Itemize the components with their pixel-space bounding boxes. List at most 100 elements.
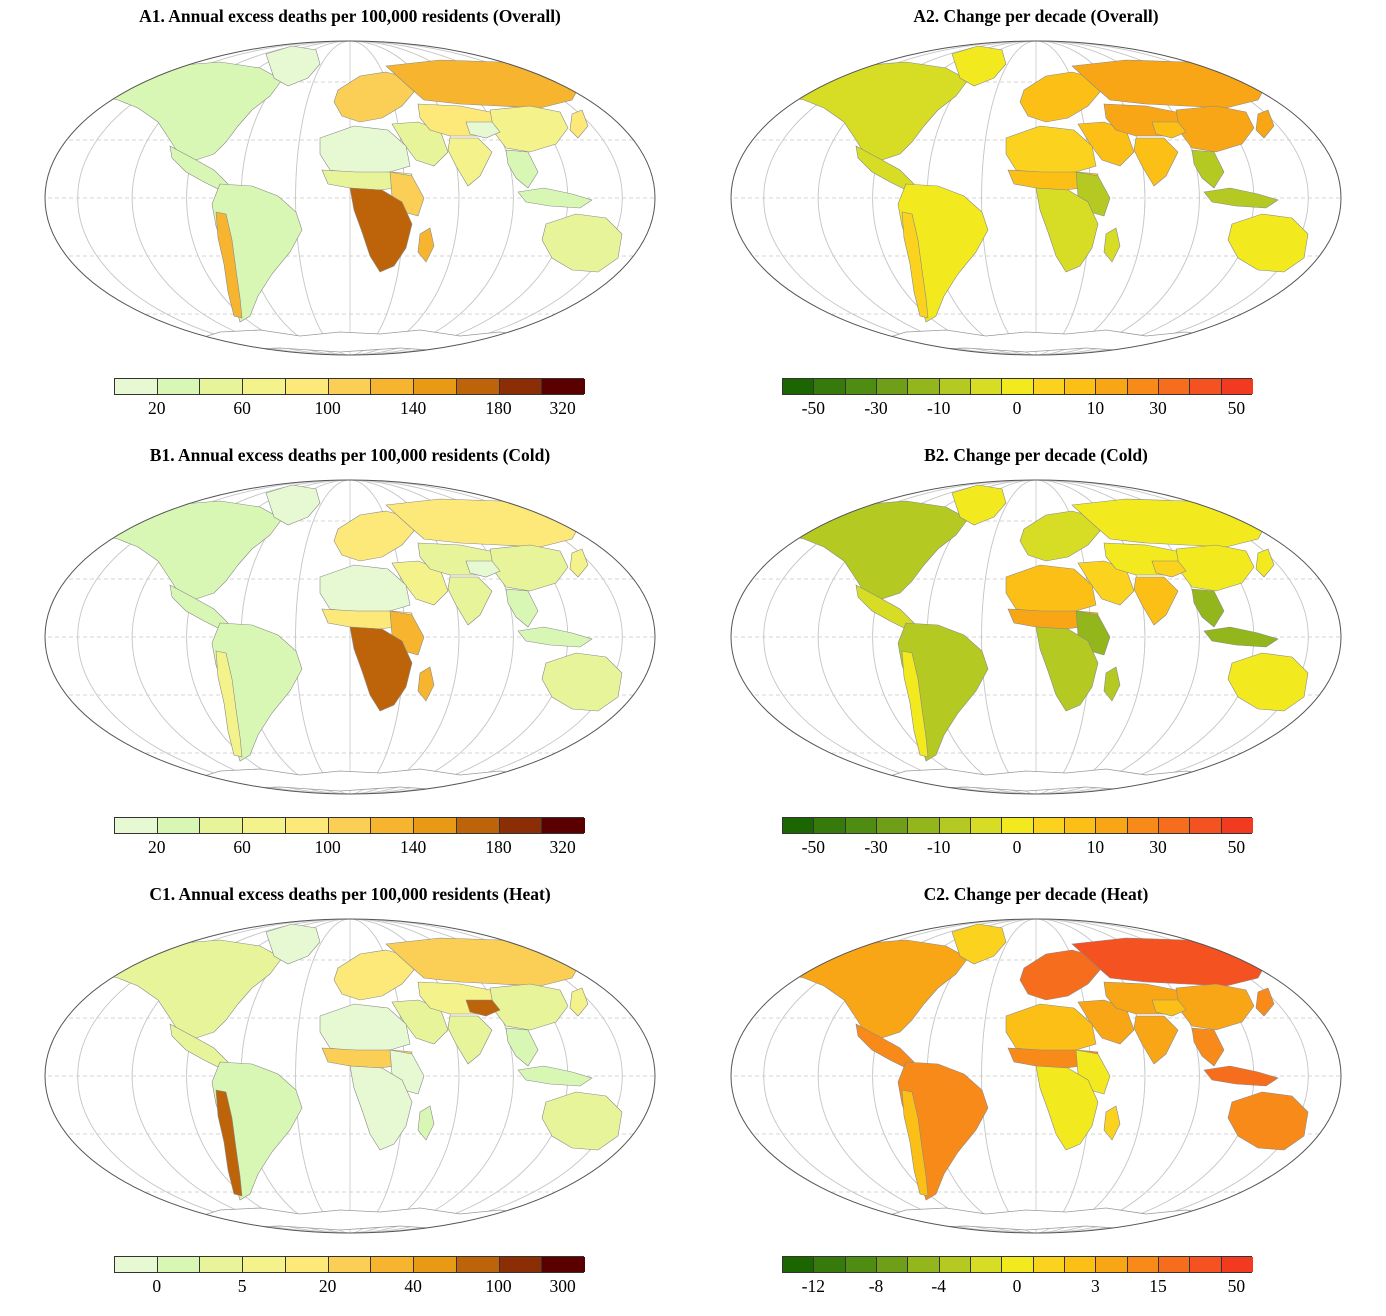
legend-colorbar xyxy=(114,1256,585,1273)
legend-swatch xyxy=(456,818,500,833)
legend-swatch xyxy=(1159,818,1191,833)
legend-swatch xyxy=(1065,379,1097,394)
panel-c1: C1. Annual excess deaths per 100,000 res… xyxy=(20,878,680,1316)
land-layer xyxy=(85,923,645,1231)
legend-tick-label: 140 xyxy=(399,398,427,418)
legend-swatch xyxy=(285,1257,329,1272)
region-andes xyxy=(901,1089,929,1197)
region-andes xyxy=(215,1089,243,1197)
legend-tick-label: 180 xyxy=(485,837,512,857)
region-tibet xyxy=(465,121,501,139)
legend-swatch xyxy=(1096,379,1128,394)
region-madagascar xyxy=(417,227,435,263)
graticule-meridian xyxy=(77,480,623,794)
legend-colorbar xyxy=(782,817,1253,834)
legend-swatch xyxy=(414,379,457,394)
legend-swatch xyxy=(908,379,940,394)
region-japan xyxy=(1255,109,1275,139)
region-europe xyxy=(333,510,415,562)
region-madagascar xyxy=(1103,666,1121,702)
legend-swatch xyxy=(1096,818,1128,833)
region-australia xyxy=(1227,213,1309,273)
legend-swatch xyxy=(1159,379,1191,394)
legend-tick-label: 100 xyxy=(485,1276,512,1296)
region-andes xyxy=(215,211,243,319)
region-china xyxy=(489,544,569,592)
legend-swatch xyxy=(371,818,415,833)
legend-tick-label: 180 xyxy=(485,398,512,418)
region-europe xyxy=(333,71,415,123)
panel-title: C1. Annual excess deaths per 100,000 res… xyxy=(149,884,551,904)
globe-outline xyxy=(44,479,656,795)
legend-swatch xyxy=(814,1257,846,1272)
legend-swatch xyxy=(328,818,372,833)
region-japan xyxy=(1255,987,1275,1017)
legend-colorbar xyxy=(782,378,1253,395)
region-southeast-asia xyxy=(1191,588,1225,628)
region-south-asia xyxy=(1133,137,1179,187)
region-greenland xyxy=(265,923,321,965)
region-new-zealand xyxy=(625,1143,645,1175)
legend-swatch xyxy=(877,818,909,833)
region-madagascar xyxy=(1103,1105,1121,1141)
legend-swatch xyxy=(939,379,971,394)
legend-tick-label: -4 xyxy=(931,1276,946,1296)
region-tibet xyxy=(465,999,501,1017)
legend-swatch xyxy=(1033,1257,1065,1272)
region-north-africa xyxy=(1005,564,1097,614)
legend-tick-label: -10 xyxy=(926,398,951,418)
legend-swatch xyxy=(1002,379,1034,394)
legend-tick-label: 320 xyxy=(549,837,576,857)
legend-tick-label: 140 xyxy=(399,837,427,857)
color-legend: -50 -30 -10 0 10 30 50 xyxy=(782,817,1282,859)
legend-colorbar xyxy=(782,1256,1253,1273)
region-north-africa xyxy=(319,125,411,175)
legend-tick-label: 30 xyxy=(1149,398,1167,418)
legend-swatch xyxy=(371,1257,415,1272)
legend-swatch xyxy=(908,1257,940,1272)
world-map xyxy=(44,918,656,1234)
legend-tick-label: 5 xyxy=(237,1276,247,1296)
graticule-meridian xyxy=(872,480,1200,794)
legend-swatch xyxy=(371,379,415,394)
region-tibet xyxy=(465,560,501,578)
graticule-meridian xyxy=(872,919,1200,1233)
legend-tick-label: 0 xyxy=(152,1276,162,1296)
legend-swatch xyxy=(1127,379,1159,394)
region-southern-africa xyxy=(349,187,413,273)
region-australia xyxy=(541,1091,623,1151)
panel-b1: B1. Annual excess deaths per 100,000 res… xyxy=(20,439,680,877)
region-indonesia xyxy=(1203,1065,1279,1087)
region-europe xyxy=(1019,510,1101,562)
region-north-africa xyxy=(1005,125,1097,175)
legend-swatch xyxy=(456,379,500,394)
legend-swatch xyxy=(1221,818,1253,833)
legend-tick-label: 0 xyxy=(1012,1276,1022,1296)
region-tibet xyxy=(1151,121,1187,139)
legend-tick-label: -8 xyxy=(868,1276,884,1296)
panel-a2: A2. Change per decade (Overall) -50 -30 -1… xyxy=(706,0,1366,438)
legend-swatch xyxy=(243,1257,286,1272)
legend-swatch xyxy=(285,818,329,833)
color-legend: -12 -8 -4 0 3 15 50 xyxy=(782,1256,1282,1298)
legend-swatch xyxy=(845,818,877,833)
legend-swatch xyxy=(115,379,158,394)
region-southeast-asia xyxy=(505,1027,539,1067)
region-new-zealand xyxy=(625,265,645,297)
world-map xyxy=(730,40,1342,356)
region-southeast-asia xyxy=(1191,1027,1225,1067)
region-south-asia xyxy=(1133,576,1179,626)
panel-title: B1. Annual excess deaths per 100,000 res… xyxy=(149,445,551,465)
world-map xyxy=(44,479,656,795)
region-southeast-asia xyxy=(505,588,539,628)
legend-tick-label: 100 xyxy=(314,837,341,857)
region-indonesia xyxy=(1203,187,1279,209)
panel-title: A1. Annual excess deaths per 100,000 res… xyxy=(139,6,561,26)
legend-swatch xyxy=(200,1257,244,1272)
panel-a1: A1. Annual excess deaths per 100,000 res… xyxy=(20,0,680,438)
legend-colorbar xyxy=(114,817,585,834)
legend-tick-label: 60 xyxy=(233,398,251,418)
legend-swatch xyxy=(814,818,846,833)
region-greenland xyxy=(951,45,1007,87)
legend-tick-label: 50 xyxy=(1227,1276,1246,1296)
